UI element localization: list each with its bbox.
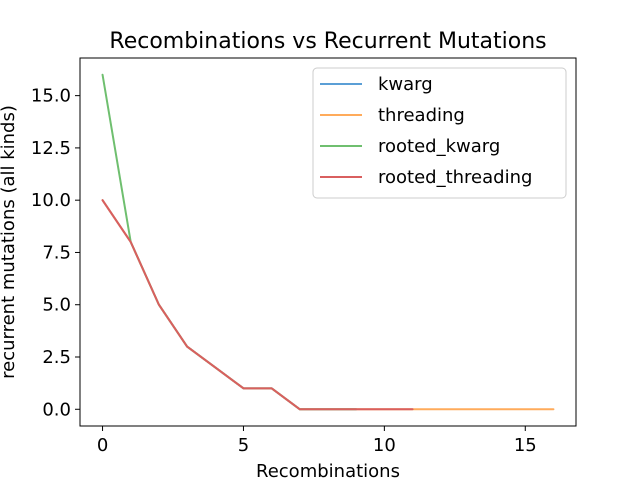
y-tick-label: 2.5 [42, 347, 71, 368]
legend-label: threading [378, 105, 465, 126]
legend-label: rooted_kwarg [378, 136, 500, 157]
y-axis-label: recurrent mutations (all kinds) [0, 105, 19, 379]
y-tick-label: 5.0 [42, 295, 71, 316]
series-line-threading [101, 199, 555, 411]
y-tick-label: 7.5 [42, 242, 71, 263]
x-axis-label: Recombinations [256, 461, 400, 480]
legend-box [312, 67, 567, 199]
y-tick-label: 0.0 [42, 399, 71, 420]
ticks-layer: 0 5 10 15 0.0 2.5 5.0 7.5 10.0 12.5 15.0 [31, 86, 537, 456]
x-tick-label: 15 [514, 435, 537, 456]
legend: kwarg threading rooted_kwarg rooted_threadi… [312, 67, 567, 199]
series-layer [101, 73, 555, 411]
y-tick-label: 15.0 [31, 86, 71, 107]
y-tick-label: 10.0 [31, 190, 71, 211]
chart-title: Recombinations vs Recurrent Mutations [109, 29, 546, 54]
x-tick-label: 5 [238, 435, 249, 456]
x-tick-label: 10 [373, 435, 396, 456]
legend-label: kwarg [378, 74, 433, 95]
x-tick-label: 0 [97, 435, 108, 456]
y-tick-label: 12.5 [31, 138, 71, 159]
series-line-rooted-threading [101, 199, 414, 411]
plot-frame [79, 57, 577, 427]
legend-label: rooted_threading [378, 167, 532, 188]
